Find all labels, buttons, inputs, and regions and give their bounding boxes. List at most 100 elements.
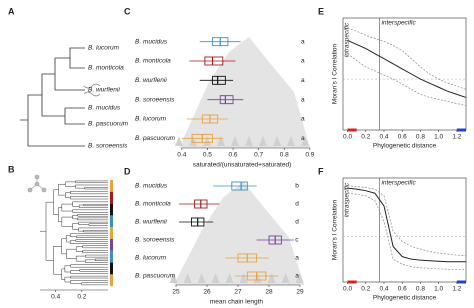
tree-icon xyxy=(183,273,192,283)
x-tick-label: 0.8 xyxy=(416,286,425,293)
correlation-line xyxy=(347,53,467,106)
x-tick-label: 27 xyxy=(234,289,242,296)
correlation-line xyxy=(347,187,466,263)
tree-b-branches xyxy=(40,180,108,286)
tip-color-bar xyxy=(110,239,113,251)
tip-color-bar xyxy=(110,274,113,287)
x-tick-label: 0.9 xyxy=(305,152,314,159)
correlation-line xyxy=(347,192,466,270)
significance-letter: a xyxy=(301,116,305,123)
tip-color-bar xyxy=(110,191,113,204)
x-tick-label: 0.6 xyxy=(398,286,407,293)
species-label: B. pascuorum xyxy=(88,121,129,128)
significance-letter: a xyxy=(295,273,299,280)
tree-icon xyxy=(295,273,304,283)
box xyxy=(204,56,224,66)
x-tick-label: 0.2 xyxy=(77,294,86,301)
category-label: B. lucorum xyxy=(135,116,167,123)
species-label: B. wurflenii xyxy=(88,87,120,94)
tree-icon xyxy=(211,273,220,283)
tree-icon xyxy=(197,273,206,283)
panel-label: D xyxy=(124,166,131,176)
significance-letter: b xyxy=(295,183,299,190)
significance-letter: d xyxy=(295,201,299,208)
x-tick-label: 0.4 xyxy=(379,134,388,141)
x-tick-label: 28 xyxy=(265,289,273,296)
x-tick-label: 0.2 xyxy=(361,134,370,141)
x-axis-label: saturated/(unsaturated+saturated) xyxy=(193,162,291,169)
x-tick-label: 0.0 xyxy=(343,134,352,141)
x-tick-label: 1.0 xyxy=(434,286,443,293)
tree-icon xyxy=(239,273,248,283)
x-tick-label: 1.2 xyxy=(452,134,461,141)
x-tick-label: 25 xyxy=(172,289,180,296)
tree-icon xyxy=(267,273,276,283)
tip-color-bar xyxy=(110,215,113,228)
tree-icon xyxy=(217,136,225,146)
tip-color-bar xyxy=(110,203,113,216)
x-tick-label: 0.8 xyxy=(416,134,425,141)
category-label: B. soroeensis xyxy=(135,237,175,244)
tree-icon xyxy=(259,136,267,146)
annotation: intraspecific xyxy=(344,22,351,57)
tip-color-bar xyxy=(110,180,113,192)
x-tick-label: 0.5 xyxy=(203,152,212,159)
significance-letter: a xyxy=(301,96,305,103)
x-tick-label: 0.7 xyxy=(254,152,263,159)
tree-icon xyxy=(281,273,290,283)
category-label: B. monticola xyxy=(135,201,171,208)
mountain-bg xyxy=(179,37,310,148)
x-tick-label: 0.6 xyxy=(398,134,407,141)
panel-label: B xyxy=(8,164,15,174)
tree-icon xyxy=(169,273,178,283)
species-label: B. monticola xyxy=(88,65,124,72)
significance-letter: a xyxy=(301,135,305,142)
correlation-line xyxy=(347,27,467,90)
category-label: B. pascuorum xyxy=(135,273,176,280)
y-axis-label: Moran's I Correlation xyxy=(332,200,339,261)
x-tick-label: 0.4 xyxy=(379,286,388,293)
significance-letter: c xyxy=(295,237,299,244)
x-tick-label: 1.2 xyxy=(452,286,461,293)
x-tick-label: 26 xyxy=(203,289,211,296)
plot-frame xyxy=(342,177,467,283)
x-tick-label: 0.8 xyxy=(280,152,289,159)
molecule-icon xyxy=(27,174,47,193)
tree-icon xyxy=(231,136,239,146)
tip-color-bar xyxy=(110,250,113,263)
category-label: B. mucidus xyxy=(135,38,168,45)
significance-letter: d xyxy=(295,219,299,226)
mountain-bg xyxy=(173,182,305,285)
category-label: B. monticola xyxy=(135,58,171,65)
category-label: B. soroeensis xyxy=(135,96,175,103)
x-axis-label: mean chain length xyxy=(210,299,264,306)
significance-bar xyxy=(456,280,466,284)
panel-label: E xyxy=(318,6,324,16)
tree-icon xyxy=(253,273,262,283)
annotation: intraspecific xyxy=(344,182,351,217)
tip-color-bar xyxy=(110,227,113,239)
panel-label: F xyxy=(318,166,324,176)
tree-icon xyxy=(175,136,183,146)
significance-bar xyxy=(347,280,357,284)
tree-icon xyxy=(189,136,197,146)
tip-color-bar xyxy=(110,262,113,275)
x-tick-label: 0.6 xyxy=(229,152,238,159)
correlation-line xyxy=(347,39,467,98)
tree-icon xyxy=(225,273,234,283)
tree-icon xyxy=(245,136,253,146)
category-label: B. wurflenii xyxy=(135,219,167,226)
tree-icon xyxy=(301,136,309,146)
box xyxy=(212,75,226,85)
panel-label: C xyxy=(124,6,131,16)
tree-icon xyxy=(203,136,211,146)
category-label: B. mucidus xyxy=(135,183,168,190)
x-tick-label: 0.4 xyxy=(177,152,186,159)
category-label: B. lucorum xyxy=(135,255,167,262)
x-tick-label: 29 xyxy=(296,289,304,296)
species-label: B. lucorum xyxy=(88,45,120,52)
significance-letter: a xyxy=(295,255,299,262)
panel-label: A xyxy=(8,6,15,16)
x-tick-label: 0.2 xyxy=(361,286,370,293)
